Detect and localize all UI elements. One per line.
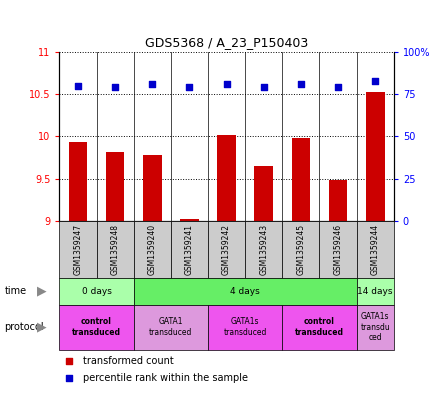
Bar [59, 221, 96, 278]
Point [334, 84, 341, 90]
Point [372, 77, 379, 84]
Text: 4 days: 4 days [230, 287, 260, 296]
Text: GATA1
transduced: GATA1 transduced [149, 318, 193, 337]
Text: percentile rank within the sample: percentile rank within the sample [83, 373, 248, 383]
Text: GSM1359241: GSM1359241 [185, 224, 194, 275]
Bar [329, 180, 347, 221]
Text: time: time [4, 286, 26, 296]
Bar [106, 152, 125, 221]
Text: GSM1359247: GSM1359247 [73, 224, 82, 275]
Text: GATA1s
transduced: GATA1s transduced [224, 318, 267, 337]
Point [149, 81, 156, 87]
Text: control
transduced: control transduced [295, 318, 344, 337]
Text: GSM1359243: GSM1359243 [259, 224, 268, 275]
Bar [319, 221, 357, 278]
Bar [134, 305, 208, 350]
Point [66, 375, 73, 381]
Text: transformed count: transformed count [83, 356, 173, 366]
Bar [254, 166, 273, 221]
Point [223, 81, 230, 87]
Bar [357, 278, 394, 305]
Text: GSM1359246: GSM1359246 [334, 224, 343, 275]
Text: GSM1359242: GSM1359242 [222, 224, 231, 275]
Bar [180, 219, 199, 221]
Bar [357, 305, 394, 350]
Bar [134, 221, 171, 278]
Bar [357, 221, 394, 278]
Bar [59, 305, 134, 350]
Bar [59, 278, 134, 305]
Bar [208, 221, 245, 278]
Bar [96, 221, 134, 278]
Bar [134, 278, 357, 305]
Bar [208, 305, 282, 350]
Bar [143, 155, 161, 221]
Bar [282, 305, 357, 350]
Text: protocol: protocol [4, 322, 44, 332]
Text: control
transduced: control transduced [72, 318, 121, 337]
Text: GSM1359248: GSM1359248 [110, 224, 120, 275]
Point [74, 83, 81, 89]
Bar [217, 135, 236, 221]
Point [66, 358, 73, 364]
Bar [171, 221, 208, 278]
Text: GATA1s
transdu
ced: GATA1s transdu ced [360, 312, 390, 342]
Text: GSM1359240: GSM1359240 [148, 224, 157, 275]
Text: 14 days: 14 days [357, 287, 393, 296]
Text: GSM1359244: GSM1359244 [371, 224, 380, 275]
Bar [69, 142, 87, 221]
Point [260, 84, 267, 90]
Point [112, 84, 119, 90]
Text: 0 days: 0 days [81, 287, 111, 296]
Bar [282, 221, 319, 278]
Point [297, 81, 304, 87]
Point [186, 84, 193, 90]
Bar [245, 221, 282, 278]
Bar [366, 92, 385, 221]
Text: ▶: ▶ [37, 285, 47, 298]
Text: GSM1359245: GSM1359245 [297, 224, 305, 275]
Text: ▶: ▶ [37, 321, 47, 334]
Title: GDS5368 / A_23_P150403: GDS5368 / A_23_P150403 [145, 36, 308, 49]
Bar [292, 138, 310, 221]
